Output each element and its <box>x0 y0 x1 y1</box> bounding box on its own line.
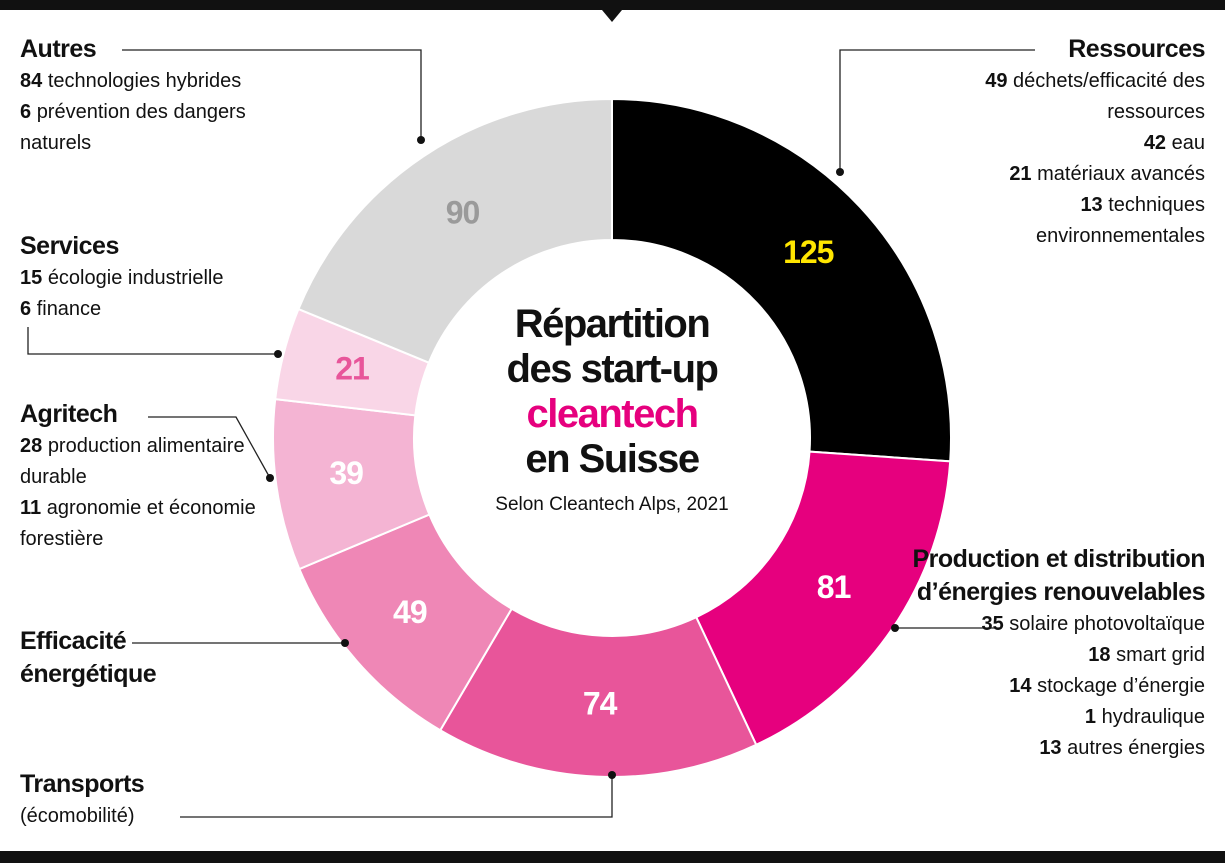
donut-segment <box>694 450 952 747</box>
detail-count: 1 <box>1084 706 1097 728</box>
detail-text: prévention des dangers naturels <box>20 101 246 154</box>
subtitle: Selon Cleantech Alps, 2021 <box>495 494 729 515</box>
legend-detail: 18 smart grid <box>905 640 1205 671</box>
legend-detail: 49 déchets/efficacité des ressources <box>935 66 1205 128</box>
legend-detail: 84 technologies hybrides <box>20 66 300 97</box>
segment-label: 74 <box>583 686 618 722</box>
title-line: des start-up <box>506 347 719 391</box>
detail-text: finance <box>36 298 102 320</box>
leader-dot <box>836 168 844 176</box>
detail-text: smart grid <box>1116 644 1205 666</box>
legend-entry: Production et distribution d’énergies re… <box>905 543 1205 764</box>
donut-segment <box>438 607 758 778</box>
legend-detail: (écomobilité) <box>20 801 320 832</box>
detail-text: autres énergies <box>1067 737 1205 759</box>
legend-entry: Transports (écomobilité) <box>20 768 320 832</box>
legend-name: Autres <box>20 35 97 63</box>
legend-entry: Services 15 écologie industrielle 6 financ… <box>20 230 290 325</box>
segment-label: 21 <box>335 350 369 386</box>
detail-text: stockage d’énergie <box>1037 675 1205 697</box>
segment-label: 39 <box>329 455 363 491</box>
title-line: Répartition <box>514 302 711 346</box>
detail-text: déchets/efficacité des ressources <box>1013 70 1205 123</box>
detail-count: 11 <box>20 497 42 519</box>
leader-dot <box>266 474 274 482</box>
detail-count: 15 <box>20 267 43 289</box>
legend-name: Efficacité énergétique <box>20 627 157 688</box>
leader-line <box>27 327 278 355</box>
legend-detail: 28 production alimentaire durable <box>20 431 280 493</box>
segment-label: 90 <box>446 194 480 230</box>
leader-line <box>839 49 1035 172</box>
segment-label: 49 <box>393 594 427 630</box>
detail-text: production alimentaire durable <box>20 435 245 488</box>
detail-count: 13 <box>1039 737 1062 759</box>
detail-count: 14 <box>1009 675 1032 697</box>
legend-detail: 35 solaire photovoltaïque <box>905 609 1205 640</box>
top-pointer <box>602 10 622 22</box>
detail-count: 18 <box>1088 644 1111 666</box>
leader-dot <box>274 350 282 358</box>
legend-name: Production et distribution d’énergies re… <box>912 545 1205 606</box>
leader-dot <box>891 624 899 632</box>
detail-count: 49 <box>985 70 1008 92</box>
leader-dot <box>417 136 425 144</box>
detail-count: 6 <box>20 298 32 320</box>
donut-segment <box>297 97 613 364</box>
detail-text: matériaux avancés <box>1037 163 1205 185</box>
detail-text: (écomobilité) <box>20 805 135 827</box>
detail-count: 28 <box>20 435 43 457</box>
bottom-bar <box>0 851 1225 863</box>
detail-text: eau <box>1171 132 1205 154</box>
legend-detail: 14 stockage d’énergie <box>905 671 1205 702</box>
legend-detail: 11 agronomie et économie forestière <box>20 493 280 555</box>
detail-text: hydraulique <box>1101 706 1205 728</box>
detail-text: techniques environnementales <box>1036 194 1205 247</box>
legend-detail: 21 matériaux avancés <box>935 159 1205 190</box>
detail-text: technologies hybrides <box>47 70 242 92</box>
detail-text: écologie industrielle <box>47 267 224 289</box>
title-line: cleantech <box>526 392 699 436</box>
legend-name: Ressources <box>1068 35 1205 63</box>
legend-entry: Agritech 28 production alimentaire durabl… <box>20 398 280 555</box>
detail-count: 35 <box>981 613 1004 635</box>
donut-segment <box>611 97 952 463</box>
leader-dot <box>608 771 616 779</box>
detail-count: 84 <box>20 70 43 92</box>
legend-detail: 1 hydraulique <box>905 702 1205 733</box>
legend-entry: Autres 84 technologies hybrides 6 préventi… <box>20 33 300 159</box>
top-bar <box>0 0 1225 10</box>
legend-detail: 15 écologie industrielle <box>20 263 290 294</box>
legend-entry: Ressources 49 déchets/efficacité des ress… <box>935 33 1205 252</box>
detail-count: 21 <box>1009 163 1032 185</box>
legend-detail: 42 eau <box>935 128 1205 159</box>
leader-line <box>180 775 613 818</box>
leader-line <box>122 49 422 140</box>
legend-detail: 6 finance <box>20 294 290 325</box>
legend-detail: 13 autres énergies <box>905 733 1205 764</box>
detail-count: 6 <box>20 101 32 123</box>
leader-dot <box>341 639 349 647</box>
detail-count: 42 <box>1143 132 1167 154</box>
legend-detail: 6 prévention des dangers naturels <box>20 97 300 159</box>
legend-detail: 13 techniques environnementales <box>935 190 1205 252</box>
legend-name: Agritech <box>20 400 118 428</box>
detail-text: agronomie et économie forestière <box>20 497 256 550</box>
detail-text: solaire photovoltaïque <box>1009 613 1205 635</box>
legend-name: Services <box>20 232 119 260</box>
title-line: en Suisse <box>525 437 700 481</box>
segment-label: 81 <box>817 569 851 605</box>
legend-entry: Efficacité énergétique <box>20 625 220 691</box>
segment-label: 125 <box>783 234 834 270</box>
legend-name: Transports <box>20 770 145 798</box>
center-title: Répartition des start-up cleantech en Suiss… <box>432 302 792 516</box>
leader-line <box>148 416 271 479</box>
detail-count: 13 <box>1080 194 1103 216</box>
